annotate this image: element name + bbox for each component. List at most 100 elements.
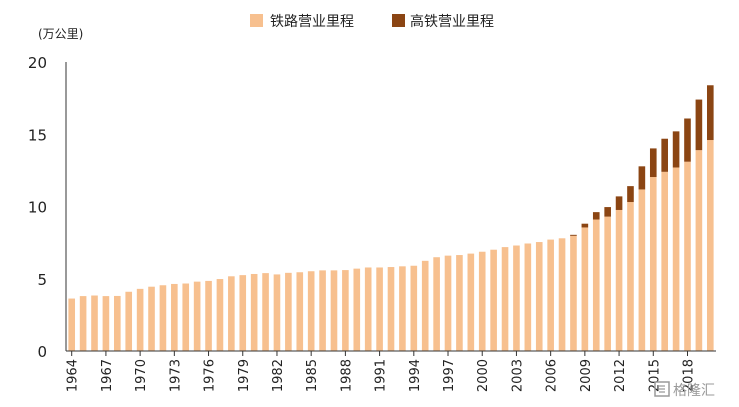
bar-railway-2002 (501, 247, 509, 351)
y-tick-label: 20 (28, 54, 47, 72)
x-tick-label: 2006 (545, 359, 560, 392)
bar-railway-1971 (148, 286, 155, 351)
bar-railway-1982 (273, 274, 281, 351)
bar-hsr-2020 (706, 85, 714, 141)
bar-railway-1987 (330, 270, 338, 351)
x-tick-label: 2018 (681, 359, 696, 392)
bar-hsr-2008 (570, 234, 577, 236)
y-tick-label: 5 (37, 271, 47, 289)
bar-railway-1983 (285, 272, 292, 351)
watermark-text: 格隆汇 (673, 383, 715, 399)
bar-hsr-2012 (615, 196, 623, 210)
bar-railway-2001 (490, 249, 497, 351)
bar-railway-2019 (695, 150, 703, 351)
bar-hsr-2018 (684, 118, 691, 162)
x-tick-label: 1988 (339, 359, 354, 392)
x-tick-label: 1967 (100, 359, 115, 392)
bar-railway-1991 (376, 267, 383, 351)
bar-railway-1973 (171, 283, 178, 351)
bars (68, 85, 714, 351)
bar-railway-1969 (125, 291, 133, 351)
x-tick-label: 1982 (271, 359, 286, 392)
bar-railway-1970 (136, 288, 144, 351)
bar-railway-1985 (307, 271, 315, 351)
bar-railway-1965 (79, 296, 87, 351)
x-tick-label: 2003 (510, 359, 525, 392)
x-axis-ticks: 1964 1967 1970 1973 1976 1979 1982 1985 1988 1991… (66, 351, 696, 392)
y-axis-unit-label: (万公里) (38, 27, 83, 41)
x-tick-label: 2000 (476, 359, 491, 392)
bar-railway-2018 (684, 161, 691, 351)
bar-railway-1966 (91, 295, 98, 351)
bar-railway-1968 (114, 295, 121, 351)
legend-swatch-railway (250, 14, 263, 27)
bar-railway-2009 (581, 227, 589, 351)
x-tick-label: 1979 (237, 359, 252, 392)
bar-hsr-2015 (649, 148, 657, 178)
bar-railway-1992 (387, 267, 395, 351)
x-tick-label: 1976 (203, 359, 218, 392)
bar-railway-1980 (250, 273, 258, 351)
bar-railway-2006 (547, 239, 554, 351)
y-axis-ticks: 0 5 10 15 20 (28, 54, 47, 361)
bar-railway-2007 (558, 238, 566, 351)
bar-railway-2003 (513, 245, 520, 351)
bar-railway-2012 (615, 209, 623, 351)
legend: 铁路营业里程 高铁营业里程 (250, 13, 494, 30)
bar-railway-2015 (649, 177, 657, 351)
y-tick-label: 15 (28, 126, 47, 144)
bar-railway-1998 (456, 255, 463, 351)
bar-railway-1972 (159, 285, 167, 351)
watermark: 格隆汇 (654, 381, 715, 399)
bar-railway-2008 (570, 235, 577, 351)
x-tick-label: 1973 (168, 359, 183, 392)
bar-railway-1981 (262, 273, 269, 351)
bar-railway-1994 (410, 265, 418, 351)
bar-railway-1999 (467, 253, 475, 351)
x-tick-label: 1985 (305, 359, 320, 392)
bar-railway-1984 (296, 272, 304, 351)
bar-hsr-2010 (592, 212, 600, 220)
watermark-logo-icon (654, 381, 670, 397)
bar-railway-2017 (672, 167, 680, 351)
bar-railway-1964 (68, 298, 76, 351)
x-tick-label: 2015 (647, 359, 662, 392)
bar-railway-2000 (478, 251, 486, 351)
legend-label-railway: 铁路营业里程 (270, 14, 354, 30)
x-tick-label: 1964 (66, 359, 81, 392)
bar-railway-2013 (627, 202, 634, 351)
legend-item-railway: 铁路营业里程 (250, 14, 354, 30)
x-tick-label: 2009 (579, 359, 594, 392)
bar-railway-1988 (342, 270, 349, 351)
y-tick-label: 0 (37, 343, 47, 361)
bar-railway-1976 (205, 280, 212, 351)
bar-hsr-2013 (627, 186, 634, 203)
bar-railway-1967 (102, 296, 110, 351)
bar-railway-2020 (706, 140, 714, 351)
bar-railway-2004 (524, 243, 532, 351)
y-tick-label: 10 (28, 199, 47, 217)
bar-hsr-2009 (581, 223, 589, 228)
bar-railway-2016 (661, 171, 668, 351)
legend-item-hsr: 高铁营业里程 (392, 13, 494, 30)
bar-railway-1995 (421, 260, 429, 351)
bar-railway-1990 (364, 267, 372, 351)
bar-railway-2010 (592, 219, 600, 351)
bar-railway-1977 (216, 279, 224, 351)
bar-hsr-2017 (672, 131, 680, 168)
x-tick-label: 1991 (374, 359, 389, 392)
bar-railway-1986 (319, 270, 326, 351)
bar-railway-1974 (182, 283, 190, 351)
bar-railway-1979 (239, 275, 247, 351)
x-tick-label: 1994 (408, 359, 423, 392)
bar-railway-2014 (638, 189, 646, 351)
bar-hsr-2014 (638, 166, 646, 190)
bar-hsr-2016 (661, 138, 668, 172)
bar-railway-1978 (228, 276, 235, 351)
bar-railway-1989 (353, 268, 361, 351)
bar-railway-1975 (193, 281, 201, 351)
bar-railway-1996 (433, 257, 440, 351)
bar-railway-2005 (535, 242, 543, 351)
legend-swatch-hsr (392, 14, 405, 27)
